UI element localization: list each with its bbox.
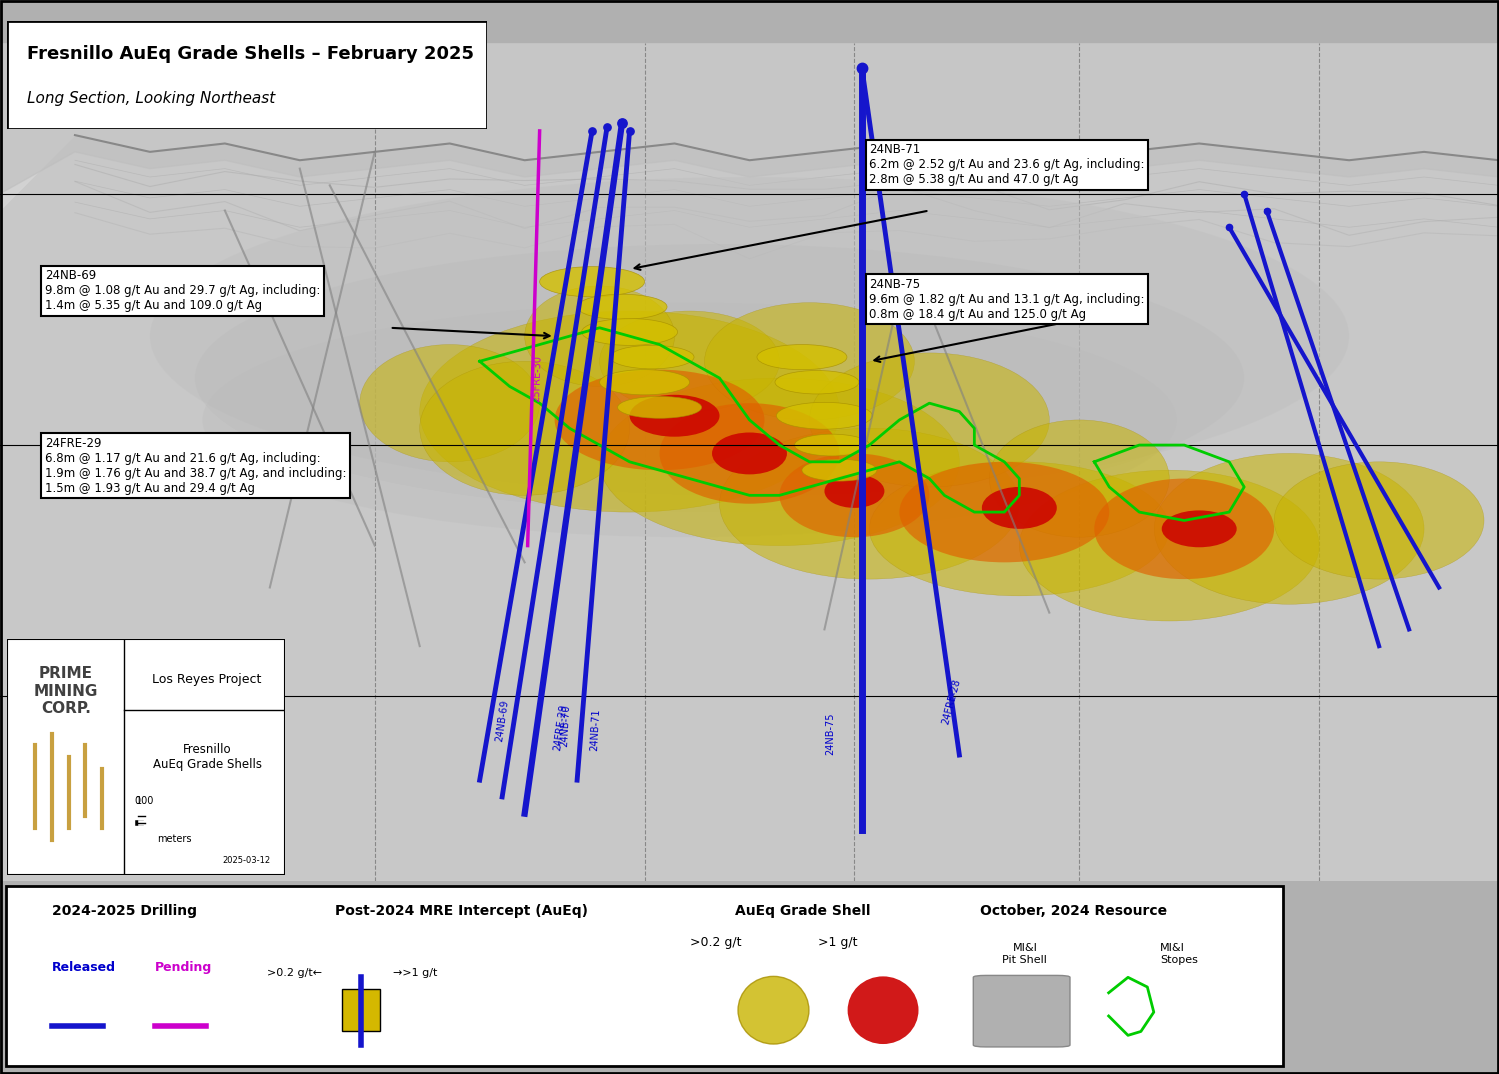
Ellipse shape xyxy=(779,453,929,537)
Ellipse shape xyxy=(600,311,779,411)
Ellipse shape xyxy=(202,303,1177,537)
Ellipse shape xyxy=(1274,462,1484,579)
Text: 24FRE-29: 24FRE-29 xyxy=(553,703,568,751)
Ellipse shape xyxy=(540,266,645,296)
Ellipse shape xyxy=(525,286,675,387)
Ellipse shape xyxy=(802,460,877,481)
Text: Released: Released xyxy=(51,961,115,974)
FancyBboxPatch shape xyxy=(973,975,1070,1047)
Text: 100: 100 xyxy=(135,797,154,807)
Ellipse shape xyxy=(360,345,540,462)
Text: 24NB-75
9.6m @ 1.82 g/t Au and 13.1 g/t Ag, including:
0.8m @ 18.4 g/t Au and 12: 24NB-75 9.6m @ 1.82 g/t Au and 13.1 g/t … xyxy=(869,277,1145,320)
FancyBboxPatch shape xyxy=(0,43,1499,881)
Ellipse shape xyxy=(150,177,1349,495)
Text: MI&I
Pit Shell: MI&I Pit Shell xyxy=(1003,943,1048,964)
Ellipse shape xyxy=(600,378,959,546)
Text: 24NB-69
9.8m @ 1.08 g/t Au and 29.7 g/t Ag, including:
1.4m @ 5.35 g/t Au and 10: 24NB-69 9.8m @ 1.08 g/t Au and 29.7 g/t … xyxy=(45,270,321,313)
Text: 24NB-75: 24NB-75 xyxy=(826,712,835,755)
Text: →>1 g/t: →>1 g/t xyxy=(393,969,438,978)
Text: >1 g/t: >1 g/t xyxy=(818,937,857,949)
FancyBboxPatch shape xyxy=(342,989,381,1031)
Text: meters: meters xyxy=(156,834,192,844)
Text: 0: 0 xyxy=(135,797,141,807)
Ellipse shape xyxy=(847,976,919,1044)
Text: Long Section, Looking Northeast: Long Section, Looking Northeast xyxy=(27,91,274,106)
Text: 24FRE-28: 24FRE-28 xyxy=(941,678,962,726)
Ellipse shape xyxy=(577,294,667,319)
Ellipse shape xyxy=(610,346,694,368)
FancyBboxPatch shape xyxy=(7,21,487,129)
Ellipse shape xyxy=(555,369,764,470)
Ellipse shape xyxy=(618,396,702,418)
Ellipse shape xyxy=(989,420,1169,537)
Text: October, 2024 Resource: October, 2024 Resource xyxy=(980,904,1166,918)
Text: 2025-03-12: 2025-03-12 xyxy=(223,856,271,866)
Ellipse shape xyxy=(420,311,839,512)
Ellipse shape xyxy=(660,403,839,504)
Ellipse shape xyxy=(712,433,787,475)
Ellipse shape xyxy=(794,434,869,456)
Text: 24NB-71: 24NB-71 xyxy=(589,708,601,751)
Ellipse shape xyxy=(1019,470,1319,621)
Ellipse shape xyxy=(720,429,1019,579)
Ellipse shape xyxy=(776,403,872,430)
Polygon shape xyxy=(0,43,1499,193)
Text: Post-2024 MRE Intercept (AuEq): Post-2024 MRE Intercept (AuEq) xyxy=(336,904,588,918)
Text: 24NB-70: 24NB-70 xyxy=(559,703,571,746)
Ellipse shape xyxy=(1162,510,1237,548)
Ellipse shape xyxy=(869,462,1169,596)
Ellipse shape xyxy=(982,487,1057,528)
Text: Pending: Pending xyxy=(154,961,211,974)
Ellipse shape xyxy=(705,303,914,420)
Text: 24NB-69: 24NB-69 xyxy=(495,699,510,742)
Ellipse shape xyxy=(809,353,1049,487)
Text: Los Reyes Project: Los Reyes Project xyxy=(153,672,262,685)
Ellipse shape xyxy=(775,371,859,394)
FancyBboxPatch shape xyxy=(6,886,1283,1066)
Text: MI&I
Stopes: MI&I Stopes xyxy=(1160,943,1198,964)
Text: Fresnillo
AuEq Grade Shells: Fresnillo AuEq Grade Shells xyxy=(153,743,262,771)
Ellipse shape xyxy=(630,395,720,437)
FancyBboxPatch shape xyxy=(7,639,285,875)
Ellipse shape xyxy=(1094,479,1274,579)
Ellipse shape xyxy=(899,462,1109,563)
Ellipse shape xyxy=(420,361,630,495)
Polygon shape xyxy=(0,43,1499,211)
Text: 2024-2025 Drilling: 2024-2025 Drilling xyxy=(51,904,196,918)
Ellipse shape xyxy=(824,475,884,508)
Ellipse shape xyxy=(600,369,690,395)
Ellipse shape xyxy=(738,976,809,1044)
Text: AuEq Grade Shell: AuEq Grade Shell xyxy=(735,904,871,918)
Text: Fresnillo AuEq Grade Shells – February 2025: Fresnillo AuEq Grade Shells – February 2… xyxy=(27,45,474,62)
Ellipse shape xyxy=(582,319,678,346)
Ellipse shape xyxy=(195,244,1244,512)
Text: >0.2 g/t←: >0.2 g/t← xyxy=(267,969,322,978)
Text: 24NB-71
6.2m @ 2.52 g/t Au and 23.6 g/t Ag, including:
2.8m @ 5.38 g/t Au and 47: 24NB-71 6.2m @ 2.52 g/t Au and 23.6 g/t … xyxy=(869,144,1145,187)
Ellipse shape xyxy=(1154,453,1424,605)
Text: >0.2 g/t: >0.2 g/t xyxy=(690,937,741,949)
Text: 25FRE-30: 25FRE-30 xyxy=(531,354,543,402)
Text: PRIME
MINING
CORP.: PRIME MINING CORP. xyxy=(33,666,97,716)
Ellipse shape xyxy=(757,345,847,369)
Text: 24FRE-29
6.8m @ 1.17 g/t Au and 21.6 g/t Ag, including:
1.9m @ 1.76 g/t Au and 3: 24FRE-29 6.8m @ 1.17 g/t Au and 21.6 g/t… xyxy=(45,437,346,495)
